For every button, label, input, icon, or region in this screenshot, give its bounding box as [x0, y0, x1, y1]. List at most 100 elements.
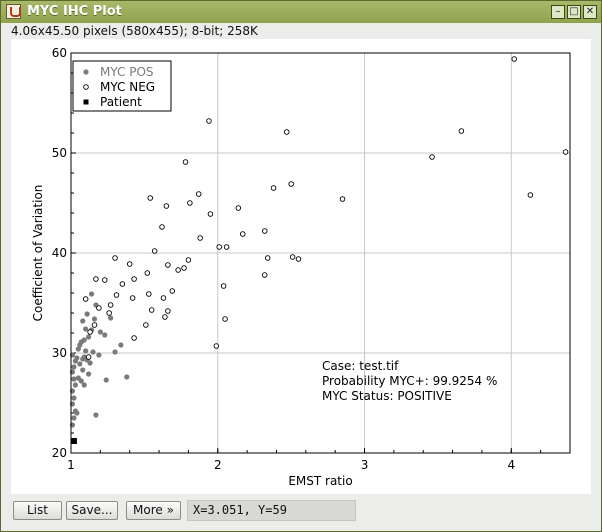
myc-neg-point [147, 195, 154, 201]
legend-box [72, 60, 172, 112]
list-button[interactable]: List [13, 501, 62, 520]
myc-neg-point [93, 276, 99, 282]
myc-neg-point [288, 181, 294, 187]
myc-pos-point [91, 316, 98, 322]
myc-pos-point [84, 311, 90, 317]
myc-pos-point [93, 412, 99, 418]
coordinate-readout: X=3.051, Y=59 [187, 500, 356, 521]
myc-pos-point [83, 326, 89, 332]
myc-pos-point [83, 348, 89, 354]
myc-neg-point [159, 224, 165, 230]
myc-neg-point [169, 288, 176, 294]
myc-neg-point [129, 295, 136, 301]
x-axis-label: EMST ratio [288, 474, 352, 488]
myc-neg-point [239, 231, 246, 237]
myc-pos-point [80, 356, 86, 362]
myc-neg-point [182, 159, 189, 165]
myc-pos-point [77, 342, 83, 348]
myc-neg-point [206, 118, 212, 124]
myc-pos-point [118, 342, 124, 348]
close-icon[interactable]: ✕ [583, 5, 597, 19]
myc-neg-point [562, 149, 569, 155]
x-tick-label: 2 [214, 458, 222, 472]
myc-neg-point [197, 235, 203, 241]
y-tick-label: 40 [52, 246, 67, 260]
myc-neg-point [165, 262, 171, 268]
myc-pos-point [97, 329, 103, 335]
myc-neg-point [107, 302, 114, 308]
image-info: 4.06x45.50 pixels (580x455); 8-bit; 258K [11, 24, 258, 38]
myc-neg-point [429, 154, 435, 160]
myc-neg-point [261, 272, 268, 278]
myc-pos-point [71, 364, 77, 370]
myc-neg-point [96, 305, 102, 311]
myc-neg-point [146, 291, 152, 297]
myc-pos-point [74, 355, 80, 361]
myc-neg-point [235, 205, 242, 211]
myc-pos-point [124, 374, 130, 380]
myc-neg-point [163, 203, 170, 209]
myc-neg-point [207, 211, 214, 217]
myc-neg-point [113, 292, 120, 298]
myc-pos-point [75, 346, 81, 352]
myc-neg-point [106, 310, 112, 316]
annotation-case: Case: test.tif [322, 359, 399, 373]
save-button[interactable]: Save... [66, 501, 118, 520]
myc-neg-point [261, 228, 268, 234]
x-tick-label: 3 [361, 458, 369, 472]
myc-pos-point [86, 371, 92, 377]
myc-neg-point [527, 192, 534, 198]
bottom-toolbar: List Save... More » X=3.051, Y=59 [1, 497, 601, 531]
maximize-icon[interactable]: □ [567, 5, 581, 19]
myc-neg-point [339, 196, 346, 202]
myc-neg-point [126, 261, 133, 267]
grid-lines [71, 53, 570, 453]
myc-pos-point [86, 334, 92, 340]
legend-label-patient: Patient [100, 95, 142, 109]
myc-pos-point [80, 367, 86, 373]
data-points [69, 56, 569, 444]
minimize-icon[interactable]: – [551, 5, 565, 19]
legend-marker-patient [83, 99, 89, 105]
y-tick-label: 20 [52, 446, 67, 460]
title-bar[interactable]: MYC IHC Plot – □ ✕ [1, 1, 601, 23]
plot-canvas[interactable]: 1 2 3 4 20 30 40 50 60 EMST ratio Coefficient of… [11, 39, 591, 494]
myc-neg-point [82, 296, 89, 302]
myc-pos-point [71, 376, 77, 382]
myc-neg-point [220, 283, 227, 289]
app-icon [6, 4, 21, 19]
legend-marker-neg [83, 84, 89, 90]
more-button[interactable]: More » [126, 501, 181, 520]
myc-neg-point [187, 200, 193, 206]
myc-neg-point [458, 128, 465, 134]
myc-neg-point [165, 308, 171, 314]
myc-neg-point [151, 248, 158, 254]
myc-neg-point [289, 254, 296, 260]
annotation: Case: test.tif Probability MYC+: 99.9254… [322, 359, 497, 403]
myc-neg-point [148, 307, 155, 313]
myc-neg-point [283, 129, 290, 135]
myc-pos-point [88, 291, 95, 297]
scatter-plot: 1 2 3 4 20 30 40 50 60 EMST ratio Coefficient of… [31, 46, 571, 488]
myc-neg-point [162, 314, 168, 320]
window-title: MYC IHC Plot [27, 4, 122, 19]
annotation-status: MYC Status: POSITIVE [322, 389, 452, 403]
myc-pos-point [90, 349, 96, 355]
myc-pos-point [108, 315, 114, 321]
myc-neg-point [213, 343, 220, 349]
myc-pos-point [71, 415, 77, 421]
myc-neg-point [511, 56, 517, 62]
myc-neg-point [85, 354, 92, 360]
legend-label-pos: MYC POS [100, 65, 154, 79]
myc-pos-point [80, 318, 86, 324]
x-tick-label: 4 [507, 458, 515, 472]
myc-neg-point [185, 257, 192, 263]
myc-pos-point [96, 352, 102, 358]
myc-pos-point [102, 332, 108, 338]
annotation-probability: Probability MYC+: 99.9254 % [322, 374, 497, 388]
myc-neg-point [131, 276, 137, 282]
x-tick-label: 1 [67, 458, 75, 472]
myc-pos-point [78, 378, 84, 384]
myc-neg-point [195, 191, 202, 197]
myc-neg-point [131, 335, 137, 341]
